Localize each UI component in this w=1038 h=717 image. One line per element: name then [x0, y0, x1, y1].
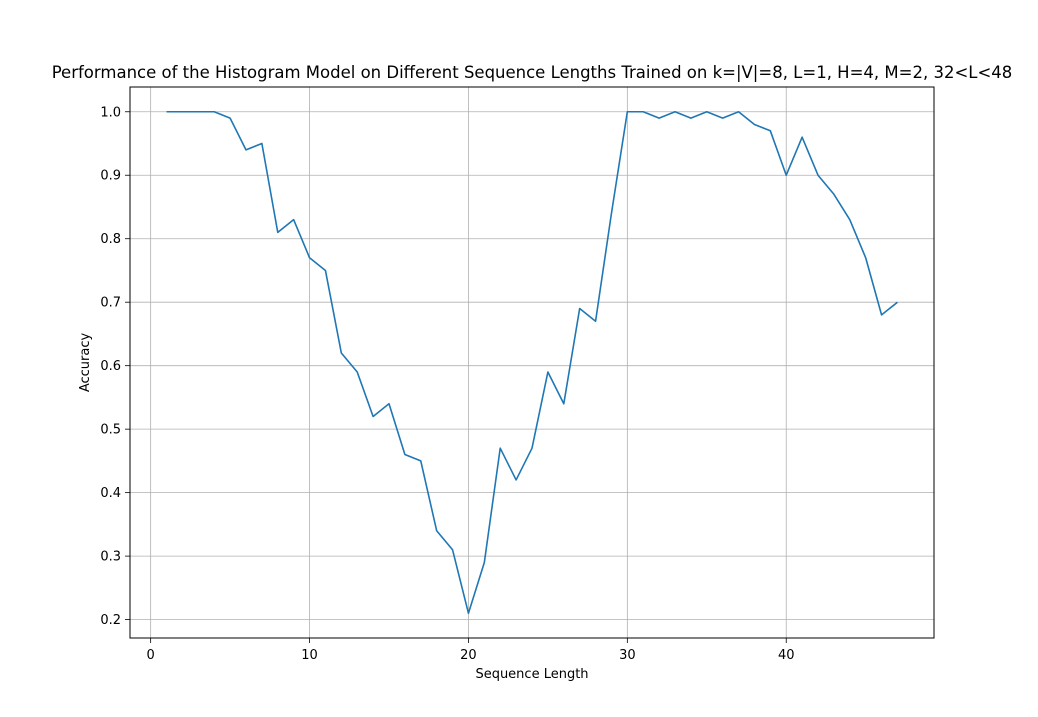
x-tick-label: 20	[460, 648, 477, 663]
data-point	[594, 320, 596, 322]
data-point	[356, 371, 358, 373]
plot-frame	[129, 86, 935, 639]
y-axis: 0.2 0.3 0.4 0.5 0.6 0.7 0.8 0.9 1.0	[100, 105, 130, 628]
data-point	[563, 403, 565, 405]
data-point	[451, 549, 453, 551]
data-point	[896, 301, 898, 303]
y-tick-label: 1.0	[100, 105, 121, 120]
data-point	[181, 111, 183, 113]
data-point	[324, 269, 326, 271]
grid	[130, 87, 934, 638]
data-point	[880, 314, 882, 316]
y-tick-label: 0.7	[100, 296, 121, 311]
data-point	[610, 212, 612, 214]
data-point	[721, 117, 723, 119]
data-point	[420, 460, 422, 462]
data-point	[515, 479, 517, 481]
x-tick-label: 40	[778, 648, 795, 663]
data-point	[435, 530, 437, 532]
x-tick-label: 10	[301, 648, 318, 663]
data-point	[706, 111, 708, 113]
data-point	[658, 117, 660, 119]
data-point	[340, 352, 342, 354]
y-tick-label: 0.6	[100, 359, 121, 374]
data-point	[864, 257, 866, 259]
data-point	[578, 307, 580, 309]
data-point	[404, 453, 406, 455]
data-point	[737, 111, 739, 113]
data-point	[642, 111, 644, 113]
data-point	[308, 257, 310, 259]
data-point	[277, 231, 279, 233]
data-point	[292, 218, 294, 220]
series-layer	[165, 110, 898, 615]
data-point	[817, 174, 819, 176]
y-tick-label: 0.4	[100, 486, 121, 501]
data-point	[626, 111, 628, 113]
x-axis: 0 10 20 30 40	[147, 638, 795, 663]
data-point	[483, 561, 485, 563]
data-point	[849, 218, 851, 220]
data-point	[165, 111, 167, 113]
y-tick-label: 0.9	[100, 169, 121, 184]
data-point	[833, 193, 835, 195]
data-point	[547, 371, 549, 373]
data-point	[690, 117, 692, 119]
x-tick-label: 0	[147, 648, 155, 663]
x-axis-label: Sequence Length	[475, 667, 588, 682]
data-point	[245, 149, 247, 151]
data-point	[372, 415, 374, 417]
data-point	[388, 403, 390, 405]
x-tick-label: 30	[619, 648, 636, 663]
series-line	[166, 110, 898, 615]
data-point	[197, 111, 199, 113]
y-axis-label: Accuracy	[78, 333, 93, 393]
y-tick-label: 0.3	[100, 550, 121, 565]
data-point	[753, 123, 755, 125]
data-point	[229, 117, 231, 119]
data-point	[213, 111, 215, 113]
data-point	[785, 174, 787, 176]
data-point	[801, 136, 803, 138]
data-point	[674, 111, 676, 113]
y-tick-label: 0.2	[100, 613, 121, 628]
y-tick-label: 0.8	[100, 232, 121, 247]
data-point	[769, 130, 771, 132]
data-point	[499, 447, 501, 449]
y-tick-label: 0.5	[100, 423, 121, 438]
data-point	[261, 142, 263, 144]
chart-title: Performance of the Histogram Model on Di…	[52, 63, 1013, 82]
data-point	[531, 447, 533, 449]
data-point	[467, 612, 469, 614]
